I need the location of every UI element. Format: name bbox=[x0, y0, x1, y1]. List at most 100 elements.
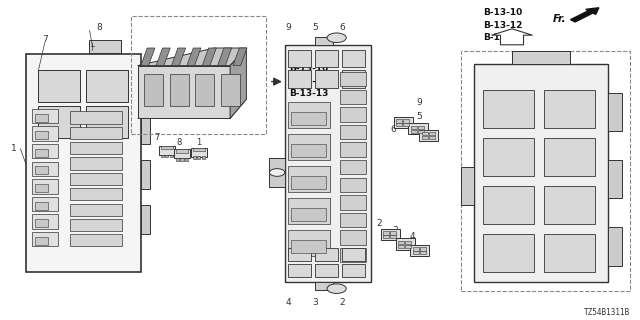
Bar bbox=[32, 179, 58, 194]
Bar bbox=[86, 106, 128, 138]
Bar bbox=[141, 70, 150, 99]
Text: 5: 5 bbox=[313, 23, 318, 32]
Bar bbox=[141, 205, 150, 234]
Bar bbox=[403, 123, 409, 126]
Bar bbox=[396, 238, 415, 250]
Bar bbox=[32, 126, 58, 141]
Bar bbox=[291, 208, 326, 221]
Bar bbox=[340, 178, 366, 192]
Bar bbox=[342, 70, 365, 88]
Bar bbox=[288, 198, 330, 224]
Bar bbox=[390, 235, 396, 238]
Text: 3: 3 bbox=[392, 226, 397, 235]
Text: 8: 8 bbox=[177, 138, 182, 147]
Bar bbox=[32, 214, 58, 229]
Bar bbox=[197, 156, 200, 159]
Text: 3: 3 bbox=[313, 298, 318, 307]
Bar bbox=[288, 134, 330, 160]
Bar bbox=[608, 227, 622, 266]
Bar bbox=[35, 202, 48, 210]
Bar bbox=[342, 248, 365, 261]
Text: 7: 7 bbox=[154, 133, 159, 142]
Bar bbox=[170, 155, 173, 157]
Bar bbox=[342, 264, 365, 277]
Bar bbox=[32, 162, 58, 176]
Bar bbox=[32, 109, 58, 123]
Text: 6: 6 bbox=[391, 125, 396, 134]
Bar bbox=[70, 157, 122, 170]
Bar bbox=[383, 231, 389, 235]
Bar bbox=[35, 237, 48, 245]
Bar bbox=[195, 74, 214, 106]
Text: 9: 9 bbox=[285, 23, 291, 32]
Bar bbox=[315, 50, 338, 67]
Bar bbox=[394, 117, 413, 128]
Polygon shape bbox=[156, 48, 170, 66]
Bar bbox=[396, 119, 402, 123]
Polygon shape bbox=[172, 48, 186, 66]
Bar bbox=[161, 146, 173, 149]
Bar bbox=[70, 204, 122, 216]
Text: 1: 1 bbox=[196, 138, 201, 147]
Bar bbox=[422, 132, 428, 135]
Bar bbox=[193, 148, 205, 151]
Text: 2: 2 bbox=[377, 220, 382, 228]
Bar bbox=[340, 248, 366, 262]
Bar bbox=[461, 167, 474, 205]
Bar bbox=[35, 114, 48, 122]
Bar bbox=[221, 74, 240, 106]
FancyArrow shape bbox=[570, 8, 599, 22]
Bar bbox=[141, 160, 150, 189]
Bar bbox=[288, 166, 330, 192]
Bar bbox=[420, 247, 426, 251]
Bar bbox=[410, 245, 429, 256]
Polygon shape bbox=[202, 48, 216, 66]
Bar bbox=[180, 158, 184, 161]
Bar bbox=[38, 106, 80, 138]
Bar bbox=[383, 235, 389, 238]
Bar bbox=[418, 130, 424, 133]
Bar bbox=[413, 251, 419, 254]
Bar bbox=[381, 229, 400, 240]
Bar bbox=[176, 158, 179, 161]
Bar bbox=[32, 144, 58, 158]
Bar bbox=[340, 142, 366, 157]
Bar bbox=[608, 93, 622, 131]
Bar bbox=[342, 50, 365, 67]
Bar bbox=[429, 132, 435, 135]
Bar bbox=[544, 234, 595, 272]
Bar bbox=[288, 70, 311, 88]
Bar bbox=[483, 90, 534, 128]
Bar bbox=[608, 160, 622, 198]
Bar bbox=[70, 111, 122, 124]
Bar bbox=[70, 142, 122, 154]
Text: 7: 7 bbox=[42, 36, 47, 44]
Bar bbox=[405, 241, 411, 244]
Text: 1: 1 bbox=[12, 144, 17, 153]
Text: 4: 4 bbox=[285, 298, 291, 307]
Bar bbox=[403, 119, 409, 123]
Bar bbox=[398, 241, 404, 244]
Bar bbox=[340, 107, 366, 122]
Bar bbox=[32, 197, 58, 211]
Polygon shape bbox=[138, 48, 246, 66]
Bar bbox=[35, 166, 48, 174]
Polygon shape bbox=[492, 29, 532, 45]
Bar bbox=[288, 230, 330, 256]
Bar bbox=[174, 149, 190, 158]
Bar bbox=[26, 54, 141, 272]
Bar bbox=[144, 74, 163, 106]
Bar bbox=[390, 231, 396, 235]
Polygon shape bbox=[233, 48, 247, 66]
Bar bbox=[176, 149, 188, 153]
Bar bbox=[315, 248, 338, 261]
Bar bbox=[408, 123, 428, 134]
Polygon shape bbox=[141, 48, 155, 66]
Bar bbox=[411, 126, 417, 129]
Text: TZ54B1311B: TZ54B1311B bbox=[584, 308, 630, 317]
Bar bbox=[288, 50, 311, 67]
Bar bbox=[202, 156, 205, 159]
Bar bbox=[340, 230, 366, 245]
Bar bbox=[165, 155, 168, 157]
Circle shape bbox=[327, 284, 346, 293]
